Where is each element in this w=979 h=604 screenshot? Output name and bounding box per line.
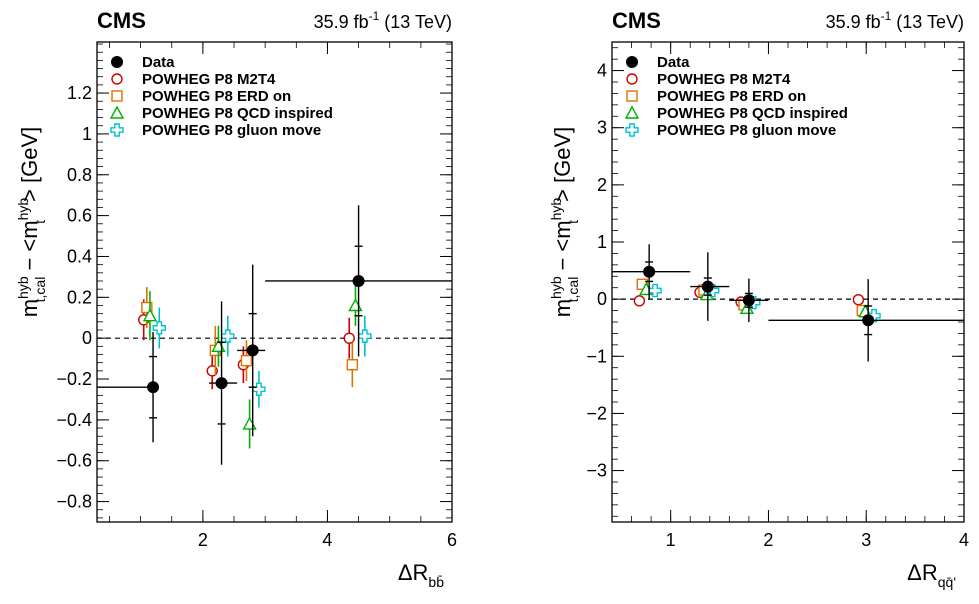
y-tick-label: 0.2	[67, 287, 92, 307]
y-tick-label: 3	[597, 118, 607, 138]
legend-marker	[111, 56, 123, 68]
legend-label: Data	[142, 54, 175, 71]
y-axis-title: mhybt,cal − <mhybt> [GeV]	[15, 127, 48, 318]
series-powheg-p8-erd-on	[141, 287, 359, 388]
legend-label: POWHEG P8 ERD on	[142, 88, 291, 105]
data-point	[348, 298, 363, 312]
data-point	[142, 308, 158, 322]
y-tick-label: 0.6	[67, 206, 92, 226]
x-axis-title: ΔRqq̄'	[907, 560, 956, 590]
y-tick-label: −0.6	[56, 451, 92, 471]
x-tick-label: 4	[959, 530, 969, 550]
y-tick-label: 4	[597, 61, 607, 81]
legend-marker	[111, 90, 123, 102]
legend-marker	[626, 90, 638, 102]
luminosity-label: 35.9 fb-1 (13 TeV)	[314, 9, 452, 32]
legend-marker	[109, 105, 125, 119]
chart-panel-2: −3 −2 −1 0 1 2 3 4 1 2 3 4 CMS 35.9 fb-1 (13 TeV) mhyb…	[548, 8, 969, 590]
legend-marker	[111, 73, 123, 85]
y-tick-label: 0.8	[67, 165, 92, 185]
data-point	[643, 265, 656, 278]
data-point	[240, 354, 253, 367]
plot-frame	[96, 41, 453, 523]
y-tick-label: −1	[586, 346, 607, 366]
data-point	[147, 381, 160, 394]
data-point	[358, 329, 372, 343]
y-tick-label: 0	[597, 289, 607, 309]
experiment-label: CMS	[97, 8, 146, 33]
legend-marker	[110, 123, 124, 137]
x-tick-label: 3	[861, 530, 871, 550]
data-point	[852, 294, 865, 306]
legend-label: POWHEG P8 M2T4	[142, 71, 276, 88]
y-axis-title: mhybt,cal − <mhybt> [GeV]	[548, 127, 581, 318]
legend-label: POWHEG P8 gluon move	[142, 122, 321, 139]
legend-label: POWHEG P8 gluon move	[657, 122, 836, 139]
y-tick-label: −0.2	[56, 369, 92, 389]
legend-label: POWHEG P8 QCD inspired	[142, 105, 333, 122]
x-axis-title: ΔRbb̄	[398, 560, 444, 590]
y-tick-label: −2	[586, 403, 607, 423]
series-powheg-p8-gluon-move	[152, 307, 372, 408]
data-point	[221, 329, 235, 343]
legend-marker	[626, 73, 638, 85]
y-tick-label: 1.2	[67, 83, 92, 103]
data-point	[742, 294, 755, 307]
experiment-label: CMS	[612, 8, 661, 33]
legend-marker	[624, 105, 640, 119]
x-tick-label: 2	[198, 530, 208, 550]
chart-panel-1: −0.8 −0.6 −0.4 −0.2 0 0.2 0.4 0.6 0.8 1 1.2 2 4 6 CMS 3…	[15, 8, 457, 590]
y-tick-label: −0.8	[56, 492, 92, 512]
legend-marker	[626, 56, 638, 68]
data-point	[352, 274, 365, 287]
legend-label: POWHEG P8 QCD inspired	[657, 105, 848, 122]
data-point	[343, 332, 355, 344]
series-data	[97, 205, 452, 465]
data-point	[152, 321, 166, 335]
y-tick-label: −3	[586, 461, 607, 481]
data-point	[246, 344, 259, 357]
series-powheg-p8-gluon-move	[648, 283, 881, 323]
x-tick-label: 6	[447, 530, 457, 550]
luminosity-label: 35.9 fb-1 (13 TeV)	[826, 9, 964, 32]
data-point	[701, 280, 714, 293]
data-point	[252, 382, 266, 396]
y-tick-label: 0.4	[67, 246, 92, 266]
x-tick-label: 1	[666, 530, 676, 550]
data-point	[633, 295, 646, 307]
x-tick-label: 2	[763, 530, 773, 550]
data-point	[862, 314, 875, 327]
data-point	[215, 377, 228, 390]
legend-label: POWHEG P8 M2T4	[657, 71, 791, 88]
legend-label: Data	[657, 54, 690, 71]
y-tick-label: 1	[597, 232, 607, 252]
y-tick-label: −0.4	[56, 410, 92, 430]
y-tick-label: 1	[82, 124, 92, 144]
legend-label: POWHEG P8 ERD on	[657, 88, 806, 105]
data-point	[141, 301, 153, 314]
legend-marker	[625, 123, 639, 137]
data-point	[242, 416, 257, 430]
y-tick-label: 2	[597, 175, 607, 195]
data-point	[346, 359, 359, 371]
x-tick-label: 4	[322, 530, 332, 550]
series-data	[612, 244, 964, 362]
y-tick-label: 0	[82, 328, 92, 348]
